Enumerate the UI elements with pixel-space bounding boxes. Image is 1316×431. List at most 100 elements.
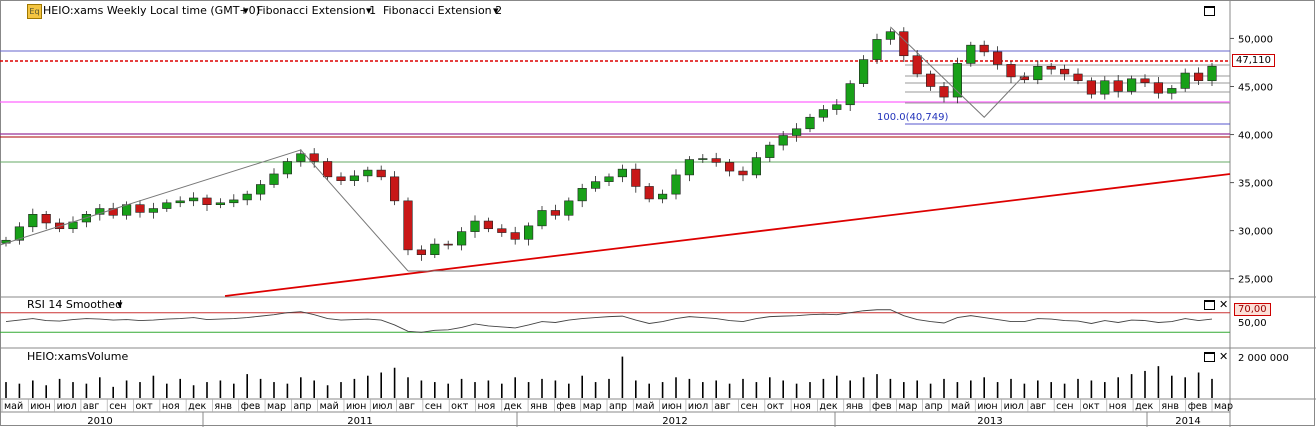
month-label: янв	[846, 401, 864, 412]
candle-body	[457, 231, 467, 246]
maximize-icon[interactable]	[1204, 352, 1215, 362]
candle-body	[95, 208, 105, 215]
year-label: 2012	[662, 416, 687, 427]
month-label: дек	[504, 401, 522, 412]
candle-body	[711, 158, 721, 163]
month-label: ноя	[793, 401, 811, 412]
candle-body	[845, 83, 855, 106]
candle-body	[631, 168, 641, 187]
indicator-fib-2[interactable]: Fibonacci Extension 2	[383, 4, 503, 17]
month-label: фев	[241, 401, 261, 412]
month-label: июл	[1004, 401, 1024, 412]
candle-body	[1113, 80, 1123, 92]
candle-body	[751, 157, 761, 176]
month-label: сен	[1056, 401, 1073, 412]
month-label: июн	[977, 401, 997, 412]
candle-body	[1073, 73, 1083, 82]
volume-tick: 2 000 000	[1238, 353, 1289, 364]
candle-body	[323, 161, 333, 178]
price-candles	[1, 27, 1217, 261]
month-label: окт	[136, 401, 154, 412]
month-label: ноя	[1109, 401, 1127, 412]
month-label: апр	[925, 401, 943, 412]
candle-body	[175, 200, 185, 204]
month-label: дек	[819, 401, 837, 412]
candle-body	[443, 243, 453, 246]
candle-body	[658, 193, 668, 200]
dropdown-arrow-icon[interactable]: ▾	[493, 4, 499, 17]
month-label: фев	[556, 401, 576, 412]
year-label: 2013	[977, 416, 1002, 427]
month-label: сен	[109, 401, 126, 412]
candle-body	[215, 202, 225, 206]
rsi-panel-label[interactable]: RSI 14 Smoothed	[27, 298, 123, 311]
month-label: май	[951, 401, 970, 412]
candle-body	[1167, 88, 1177, 94]
month-label: апр	[293, 401, 311, 412]
candle-body	[765, 144, 775, 158]
candle-body	[376, 169, 386, 178]
price-tick-label: 40,000	[1238, 131, 1273, 142]
price-tick-label: 45,000	[1238, 82, 1273, 93]
candle-body	[738, 170, 748, 176]
dropdown-arrow-icon[interactable]: ▾	[366, 4, 372, 17]
candle-body	[242, 193, 252, 201]
candle-body	[148, 208, 158, 213]
candle-body	[872, 39, 882, 60]
candle-body	[993, 51, 1003, 65]
candle-body	[671, 174, 681, 195]
candle-body	[1046, 66, 1056, 70]
candle-body	[1060, 68, 1070, 75]
candle-body	[698, 158, 708, 160]
candle-body	[1127, 78, 1137, 92]
candle-body	[309, 153, 319, 162]
month-label: авг	[714, 401, 730, 412]
candle-body	[577, 188, 587, 202]
maximize-icon[interactable]	[1204, 300, 1215, 310]
candle-body	[349, 175, 359, 181]
candle-body	[591, 181, 601, 189]
indicator-fib-1[interactable]: Fibonacci Extension 1	[257, 4, 377, 17]
close-icon[interactable]: ✕	[1219, 298, 1229, 311]
fib-swing-line	[0, 149, 409, 272]
rsi-tick-50: 50,00	[1238, 318, 1267, 329]
candle-body	[416, 249, 426, 255]
month-label: май	[4, 401, 23, 412]
maximize-icon[interactable]	[1204, 6, 1215, 16]
month-label: авг	[83, 401, 99, 412]
month-label: дек	[188, 401, 206, 412]
candle-body	[336, 176, 346, 181]
month-label: ноя	[477, 401, 495, 412]
candle-body	[229, 199, 239, 204]
candle-body	[269, 173, 279, 185]
candle-body	[1153, 82, 1163, 94]
candle-body	[926, 73, 936, 87]
month-label: сен	[741, 401, 758, 412]
symbol-title[interactable]: HEIO:xams Weekly Local time (GMT+0)	[43, 4, 260, 17]
eq-icon[interactable]: Eq	[27, 4, 42, 19]
candle-body	[899, 31, 909, 57]
month-label: май	[320, 401, 339, 412]
dropdown-arrow-icon[interactable]: ▾	[117, 298, 123, 311]
dropdown-arrow-icon[interactable]: ▾	[243, 4, 249, 17]
candle-body	[28, 214, 38, 228]
candle-body	[363, 169, 373, 177]
close-icon[interactable]: ✕	[1219, 350, 1229, 363]
price-tick-label: 50,000	[1238, 34, 1273, 45]
month-label: авг	[399, 401, 415, 412]
volume-panel-label[interactable]: HEIO:xamsVolume	[27, 350, 129, 363]
month-label: авг	[1030, 401, 1046, 412]
candle-body	[282, 161, 292, 175]
month-label: дек	[1135, 401, 1153, 412]
candle-body	[202, 197, 212, 206]
candle-body	[256, 184, 266, 195]
candle-body	[430, 243, 440, 255]
month-label: окт	[451, 401, 469, 412]
fib-label: 100.0(40,749)	[877, 112, 949, 123]
rsi-overbought-tag: 70,00	[1234, 303, 1271, 316]
month-label: июл	[372, 401, 392, 412]
month-label: окт	[767, 401, 785, 412]
year-label: 2011	[347, 416, 372, 427]
